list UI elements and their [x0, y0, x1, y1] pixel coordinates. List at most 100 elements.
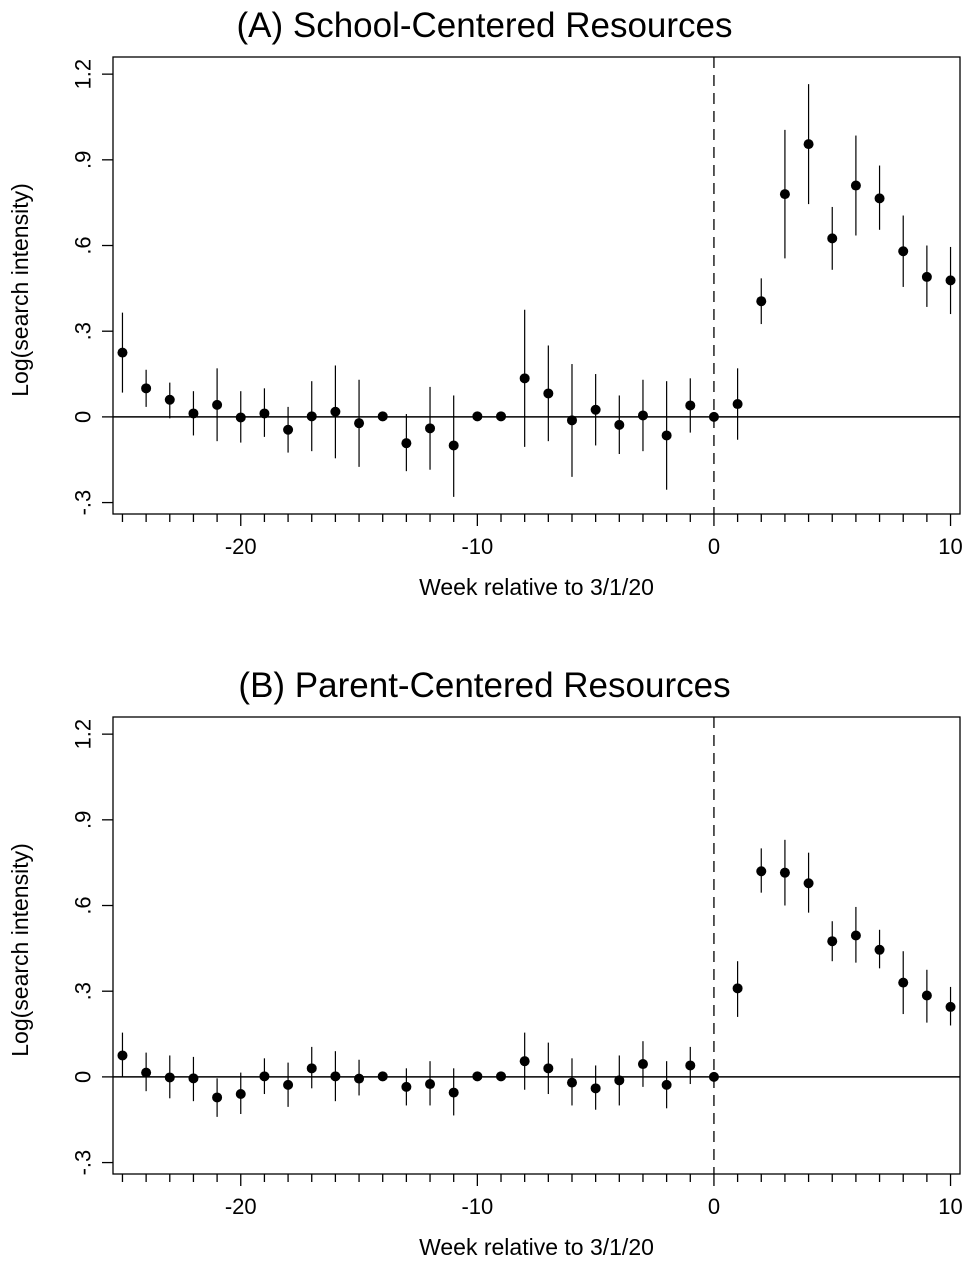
y-tick-label: .6: [71, 896, 96, 914]
data-point: [259, 408, 270, 419]
data-point: [590, 404, 601, 415]
data-point: [566, 415, 577, 426]
data-point: [472, 411, 483, 422]
data-point: [732, 399, 743, 410]
data-point: [425, 423, 436, 434]
data-point: [803, 878, 814, 889]
data-point: [354, 1073, 365, 1084]
chart-title: (A) School-Centered Resources: [236, 6, 733, 45]
data-point: [590, 1083, 601, 1094]
data-point: [898, 246, 909, 257]
data-point: [425, 1079, 436, 1090]
y-tick-label: -.3: [71, 490, 96, 516]
data-point: [330, 406, 341, 417]
data-point: [212, 1092, 223, 1103]
data-point: [945, 275, 956, 286]
data-point: [685, 1060, 696, 1071]
data-point: [164, 1072, 175, 1083]
data-point: [614, 1075, 625, 1086]
x-axis-label: Week relative to 3/1/20: [419, 1234, 654, 1260]
data-point: [661, 430, 672, 441]
y-tick-label: .3: [71, 322, 96, 340]
y-tick-label: 1.2: [71, 719, 96, 750]
chart-title: (B) Parent-Centered Resources: [238, 666, 731, 705]
data-point: [519, 1056, 530, 1067]
data-point: [306, 411, 317, 422]
plot-frame: [112, 716, 961, 1175]
plot-frame: [112, 56, 961, 515]
data-point: [637, 410, 648, 421]
data-point: [377, 1071, 388, 1082]
data-point: [235, 1089, 246, 1100]
data-point: [401, 1081, 412, 1092]
data-point: [756, 296, 767, 307]
data-point: [827, 233, 838, 244]
y-tick-label: -.3: [71, 1150, 96, 1176]
data-point: [732, 983, 743, 994]
data-point: [377, 411, 388, 422]
data-point: [614, 419, 625, 430]
data-point: [708, 411, 719, 422]
x-tick-label: 0: [708, 1194, 720, 1219]
y-tick-label: .9: [71, 151, 96, 169]
x-tick-label: 10: [938, 534, 962, 559]
y-tick-label: 0: [71, 411, 96, 423]
data-point: [543, 1063, 554, 1074]
y-tick-label: 0: [71, 1071, 96, 1083]
x-tick-label: -20: [225, 534, 257, 559]
data-point: [212, 399, 223, 410]
data-point: [519, 373, 530, 384]
data-point: [496, 411, 507, 422]
data-point: [472, 1071, 483, 1082]
data-point: [235, 412, 246, 423]
data-point: [283, 424, 294, 435]
data-point: [566, 1077, 577, 1088]
data-point: [827, 936, 838, 947]
data-point: [448, 440, 459, 451]
data-point: [779, 189, 790, 200]
data-point: [850, 930, 861, 941]
x-tick-label: 10: [938, 1194, 962, 1219]
data-point: [543, 388, 554, 399]
plot-area: -.3 0 .3 .6 .9 1.2 -20 -10 0 10: [71, 56, 963, 559]
data-point: [921, 990, 932, 1001]
data-point: [283, 1079, 294, 1090]
data-point: [117, 347, 128, 358]
data-point: [496, 1071, 507, 1082]
y-tick-label: .6: [71, 236, 96, 254]
x-tick-label: -10: [461, 534, 493, 559]
data-point: [448, 1087, 459, 1098]
x-axis-label: Week relative to 3/1/20: [419, 574, 654, 600]
x-tick-label: 0: [708, 534, 720, 559]
y-tick-label: 1.2: [71, 59, 96, 90]
data-point: [945, 1001, 956, 1012]
data-point: [874, 193, 885, 204]
data-point: [188, 1073, 199, 1084]
x-tick-label: -20: [225, 1194, 257, 1219]
data-point: [117, 1050, 128, 1061]
data-point: [685, 400, 696, 411]
data-point: [803, 139, 814, 150]
data-point: [306, 1063, 317, 1074]
data-point: [708, 1071, 719, 1082]
data-point: [779, 867, 790, 878]
data-point: [756, 866, 767, 877]
data-point: [637, 1059, 648, 1070]
data-point: [921, 271, 932, 282]
chart-panel-a: (A) School-Centered Resources Log(search…: [0, 0, 969, 620]
data-point: [330, 1071, 341, 1082]
data-point: [401, 438, 412, 449]
data-point: [898, 977, 909, 988]
data-point: [354, 418, 365, 429]
data-point: [259, 1071, 270, 1082]
data-point: [141, 383, 152, 394]
data-point: [164, 394, 175, 405]
plot-area: -.3 0 .3 .6 .9 1.2 -20 -10 0 10: [71, 716, 963, 1219]
data-point: [188, 408, 199, 419]
data-point: [850, 180, 861, 191]
data-point: [141, 1067, 152, 1078]
y-tick-label: .9: [71, 811, 96, 829]
y-tick-label: .3: [71, 982, 96, 1000]
data-point: [874, 944, 885, 955]
chart-panel-b: (B) Parent-Centered Resources Log(search…: [0, 660, 969, 1280]
